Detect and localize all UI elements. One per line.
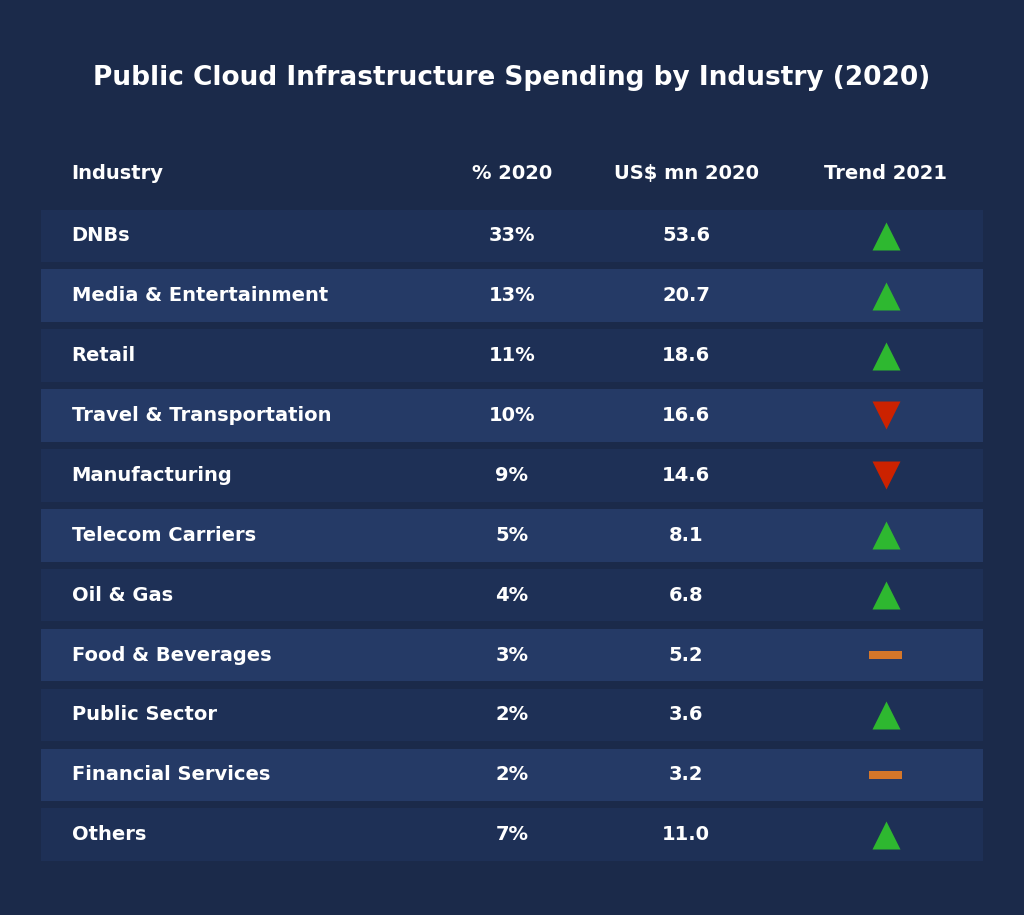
Text: 5%: 5% — [496, 526, 528, 544]
Text: 2%: 2% — [496, 765, 528, 784]
Text: Oil & Gas: Oil & Gas — [72, 586, 173, 605]
Text: 33%: 33% — [488, 226, 536, 245]
Text: Retail: Retail — [72, 346, 136, 365]
Text: Food & Beverages: Food & Beverages — [72, 646, 271, 664]
Text: 3.6: 3.6 — [669, 705, 703, 725]
Bar — [41, 389, 983, 442]
Text: 9%: 9% — [496, 466, 528, 485]
Text: 16.6: 16.6 — [662, 406, 711, 425]
Text: US$ mn 2020: US$ mn 2020 — [613, 165, 759, 183]
Bar — [869, 651, 902, 659]
Bar — [41, 329, 983, 382]
Text: 10%: 10% — [488, 406, 536, 425]
Text: 5.2: 5.2 — [669, 646, 703, 664]
Bar — [41, 509, 983, 562]
Bar — [41, 269, 983, 322]
Bar — [41, 569, 983, 621]
Text: 8.1: 8.1 — [669, 526, 703, 544]
Text: Others: Others — [72, 825, 146, 845]
Text: Travel & Transportation: Travel & Transportation — [72, 406, 331, 425]
Text: Financial Services: Financial Services — [72, 765, 270, 784]
Text: Public Cloud Infrastructure Spending by Industry (2020): Public Cloud Infrastructure Spending by … — [93, 65, 931, 91]
Text: 4%: 4% — [496, 586, 528, 605]
Text: 3%: 3% — [496, 646, 528, 664]
Text: % 2020: % 2020 — [472, 165, 552, 183]
Text: 20.7: 20.7 — [663, 286, 710, 306]
Text: DNBs: DNBs — [72, 226, 130, 245]
Bar — [869, 770, 902, 779]
Text: 18.6: 18.6 — [662, 346, 711, 365]
Text: 53.6: 53.6 — [663, 226, 710, 245]
Text: 3.2: 3.2 — [669, 765, 703, 784]
Text: Industry: Industry — [72, 165, 164, 183]
Bar — [41, 809, 983, 861]
Text: Trend 2021: Trend 2021 — [824, 165, 947, 183]
Text: 11.0: 11.0 — [663, 825, 710, 845]
Bar — [41, 449, 983, 501]
Bar — [41, 210, 983, 262]
Text: 7%: 7% — [496, 825, 528, 845]
Text: Telecom Carriers: Telecom Carriers — [72, 526, 256, 544]
Text: 11%: 11% — [488, 346, 536, 365]
Text: 13%: 13% — [488, 286, 536, 306]
Text: 6.8: 6.8 — [669, 586, 703, 605]
Bar — [41, 689, 983, 741]
Text: 14.6: 14.6 — [662, 466, 711, 485]
Text: 2%: 2% — [496, 705, 528, 725]
Text: Public Sector: Public Sector — [72, 705, 217, 725]
Text: Media & Entertainment: Media & Entertainment — [72, 286, 328, 306]
Bar — [41, 629, 983, 682]
Text: Manufacturing: Manufacturing — [72, 466, 232, 485]
Bar — [41, 748, 983, 802]
